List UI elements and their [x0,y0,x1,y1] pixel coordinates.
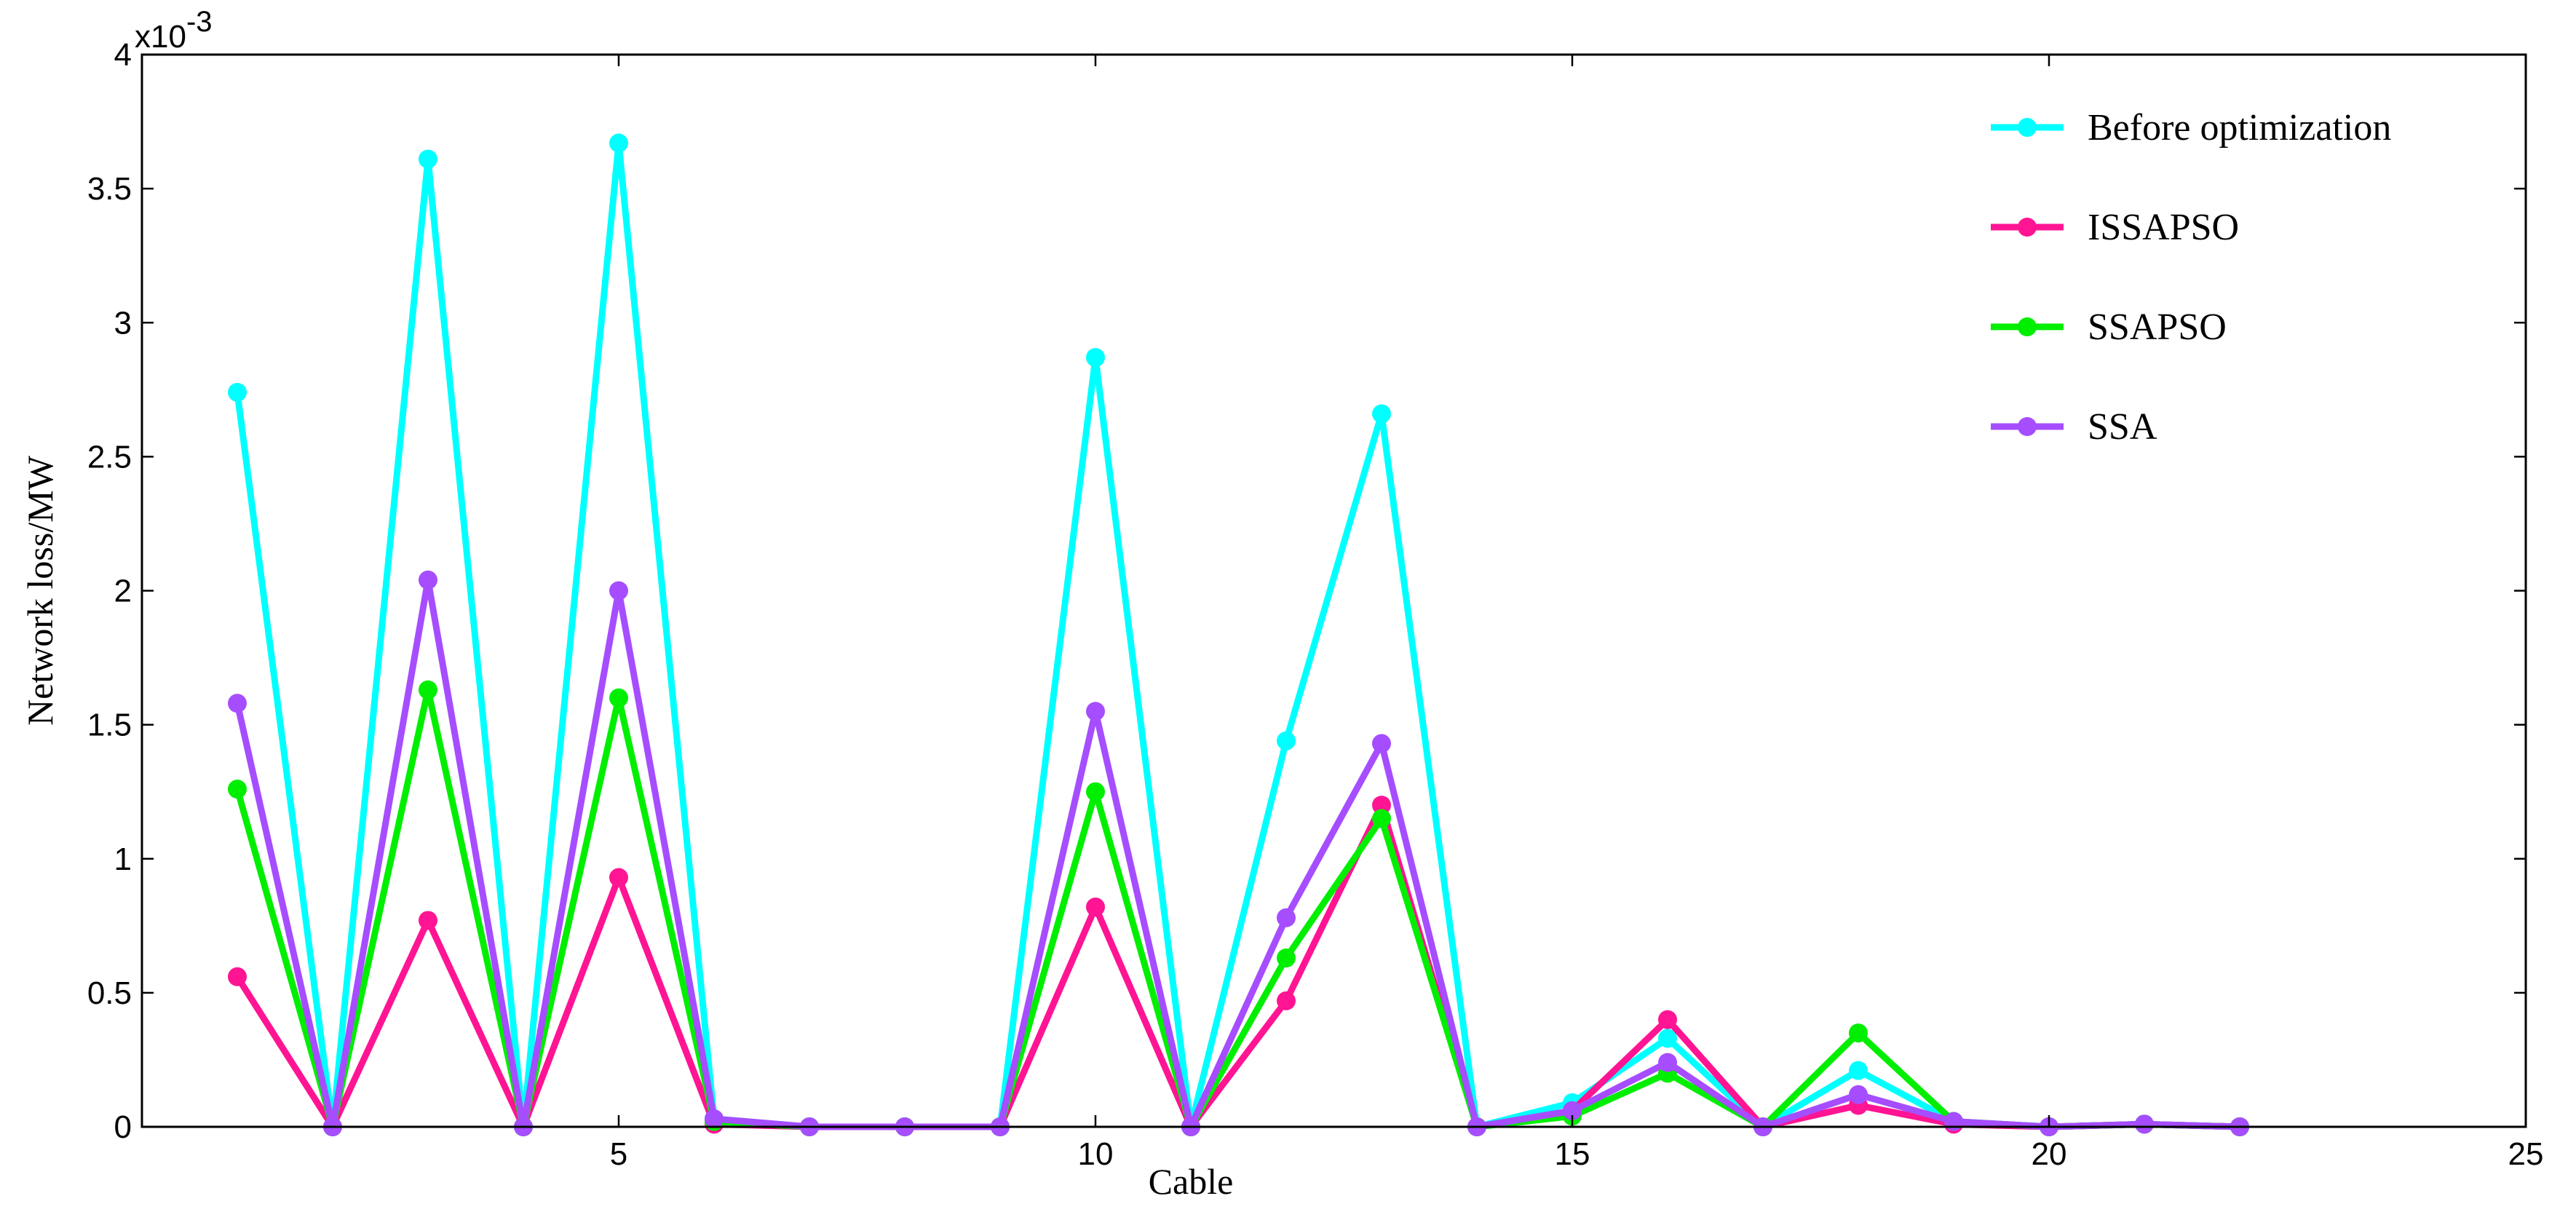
y-tick-label: 0 [114,1109,132,1145]
legend: Before optimization ISSAPSO SSAPSO SSA [1991,107,2391,448]
data-point [228,694,247,713]
x-tick-label: 25 [2508,1136,2544,1172]
data-point [228,967,247,986]
data-point [609,133,628,153]
data-point [1849,1085,1868,1104]
legend-item: SSAPSO [1991,306,2227,348]
data-point [1372,809,1391,828]
data-point [1372,734,1391,753]
legend-swatch-marker [2018,118,2037,137]
y-exponent-label: x10-3 [135,6,213,55]
data-point [705,1109,724,1128]
y-exponent-base: x10 [135,19,186,55]
data-point [1086,898,1105,917]
data-point [419,570,437,590]
data-point [1086,702,1105,721]
legend-item: Before optimization [1991,107,2391,148]
data-point [1086,348,1105,368]
data-point [1277,731,1296,750]
x-tick-label: 5 [610,1136,627,1172]
y-axis-label: Network loss/MW [20,455,60,726]
data-point [1944,1112,1963,1131]
y-exponent-power: -3 [186,6,213,38]
data-point [228,382,247,402]
data-point [1563,1101,1582,1120]
data-point [2135,1114,2154,1134]
y-tick-label: 0.5 [87,975,132,1011]
legend-label: Before optimization [2088,107,2391,148]
y-tick-label: 2 [114,574,132,609]
data-point [609,868,628,887]
data-point [1849,1061,1868,1080]
data-point [609,688,628,708]
data-point [1372,404,1391,424]
x-tick-label: 10 [1078,1136,1114,1172]
data-point [1658,1053,1677,1072]
series-line [234,140,2240,1130]
legend-item: SSA [1991,406,2157,448]
x-tick-label: 20 [2032,1136,2067,1172]
legend-label: SSA [2088,406,2157,448]
data-point [1658,1010,1677,1029]
legend-label: ISSAPSO [2088,207,2239,248]
data-point [419,911,437,930]
legend-swatch-marker [2018,218,2037,237]
data-point [1277,908,1296,927]
data-point [419,680,437,700]
data-point [419,149,437,169]
legend-label: SSAPSO [2088,306,2227,348]
legend-swatch-marker [2018,317,2037,336]
series-line [234,577,2240,1130]
series-line [234,801,2240,1130]
ticks-layer: 5 10 15 20 25 0 0.5 1 1.5 2 2.5 3 3.5 4 [87,37,2544,1172]
data-point [1277,991,1296,1010]
data-point [1086,782,1105,801]
legend-swatch-marker [2018,417,2037,436]
data-point [228,780,247,799]
data-point [1658,1029,1677,1048]
y-tick-label: 3.5 [87,171,132,207]
y-tick-label: 1 [114,841,132,877]
data-point [1849,1023,1868,1043]
y-tick-label: 1.5 [87,708,132,743]
data-point [1372,796,1391,815]
data-point [1277,948,1296,968]
y-tick-label: 4 [114,37,132,73]
x-tick-label: 15 [1555,1136,1590,1172]
legend-item: ISSAPSO [1991,207,2239,248]
data-point [609,581,628,601]
y-tick-label: 3 [114,305,132,341]
x-axis-label: Cable [1149,1161,1234,1202]
series-line [234,686,2240,1130]
y-tick-label: 2.5 [87,439,132,475]
